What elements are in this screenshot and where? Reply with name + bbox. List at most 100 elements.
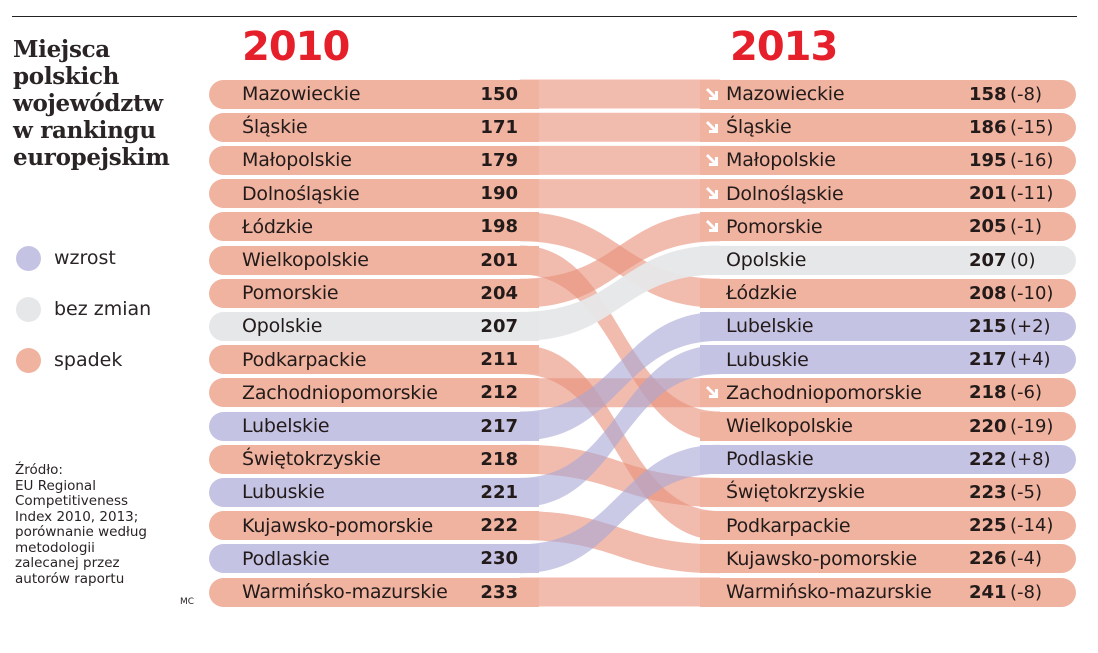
row-2010: Pomorskie 204 [209, 278, 539, 308]
source-line: Competitiveness [15, 493, 129, 509]
rank-change: (+4) [1010, 349, 1051, 371]
rank-2010: 207 [480, 315, 518, 337]
region-name: Podlaskie [242, 547, 330, 570]
rank-2010: 204 [480, 282, 518, 304]
row-2010: Małopolskie 179 [209, 145, 539, 175]
source-line: porównanie według [15, 524, 147, 540]
region-name: Mazowieckie [726, 83, 845, 105]
row-2013: Pomorskie 205 (-1) [700, 212, 1076, 242]
rank-change: (-11) [1010, 183, 1054, 205]
rank-change: (+2) [1010, 315, 1051, 337]
region-name: Łódzkie [242, 215, 313, 238]
rank-2013: 158 [969, 83, 1007, 105]
row-2013: Małopolskie 195 (-16) [700, 145, 1076, 175]
legend-dot-icon [16, 296, 41, 322]
legend-label: bez zmian [54, 298, 152, 320]
title-line: województw [13, 90, 163, 117]
legend-item-wzrost: wzrost [16, 245, 151, 271]
rank-2013: 222 [969, 448, 1007, 470]
rank-2013: 201 [969, 183, 1007, 205]
region-name: Lubuskie [726, 348, 809, 371]
region-name: Lubelskie [242, 415, 330, 437]
row-2013: Świętokrzyskie 223 (-5) [700, 477, 1076, 507]
rank-change: (-14) [1010, 515, 1054, 537]
rank-2010: 201 [480, 249, 518, 271]
rank-change: (+8) [1010, 448, 1051, 470]
row-2010: Mazowieckie 150 [209, 79, 539, 109]
rank-2010: 150 [480, 83, 518, 105]
flow-band [520, 112, 720, 142]
row-2010: Zachodniopomorskie 212 [209, 378, 539, 408]
rank-2013: 208 [969, 282, 1007, 304]
row-2013: Warmińsko-mazurskie 241 (-8) [700, 577, 1076, 607]
flow-band [520, 245, 720, 341]
rank-2010: 190 [480, 183, 518, 205]
rank-2010: 233 [480, 581, 518, 603]
rank-change: (-10) [1010, 282, 1054, 304]
rank-2010: 217 [480, 415, 518, 437]
rank-2013: 220 [969, 415, 1007, 437]
rank-change: (-1) [1010, 216, 1042, 238]
region-name: Pomorskie [726, 215, 823, 238]
region-name: Kujawsko-pomorskie [242, 514, 433, 537]
rank-2010: 218 [480, 448, 518, 470]
row-2013: Podkarpackie 225 (-14) [700, 511, 1076, 541]
rank-2013: 218 [969, 382, 1007, 404]
legend: wzrost bez zmian spadek [16, 245, 151, 398]
rank-2013: 225 [969, 515, 1007, 537]
region-name: Małopolskie [242, 149, 352, 172]
legend-item-spadek: spadek [16, 347, 151, 373]
year-2010-heading: 2010 [242, 24, 350, 70]
source-line: Źródło: [15, 462, 63, 478]
row-2010: Łódzkie 198 [209, 212, 539, 242]
region-name: Pomorskie [242, 282, 339, 305]
source-line: autorów raportu [15, 570, 125, 587]
legend-dot-icon [16, 245, 41, 271]
region-name: Lubuskie [242, 481, 325, 504]
source-line: EU Regional [15, 477, 96, 494]
row-2010: Śląskie 171 [209, 112, 539, 142]
region-name: Zachodniopomorskie [242, 381, 438, 404]
rank-change: (-5) [1010, 481, 1042, 503]
rank-change: (-8) [1010, 83, 1042, 105]
title-line: w rankingu [13, 117, 156, 144]
row-2013: Mazowieckie 158 (-8) [700, 79, 1076, 109]
region-name: Zachodniopomorskie [726, 381, 922, 404]
rank-change: (-6) [1010, 382, 1042, 404]
region-name: Podlaskie [726, 448, 814, 471]
region-name: Lubelskie [726, 315, 814, 338]
region-name: Dolnośląskie [726, 182, 844, 205]
region-name: Opolskie [726, 249, 807, 271]
row-2013: Podlaskie 222 (+8) [700, 444, 1076, 474]
title-line: Miejsca [13, 36, 110, 63]
row-2013: Łódzkie 208 (-10) [700, 278, 1076, 308]
title-line: polskich [13, 63, 120, 90]
legend-dot-icon [16, 347, 41, 373]
flow-band [520, 444, 720, 574]
rank-2013: 207 [969, 249, 1007, 271]
region-name: Wielkopolskie [242, 249, 369, 271]
title-line: europejskim [13, 144, 170, 171]
region-name: Podkarpackie [242, 348, 367, 371]
flow-band [520, 444, 720, 507]
arrow-down-right-icon [706, 386, 718, 399]
rank-change: (-15) [1010, 116, 1054, 138]
row-2013: Wielkopolskie 220 (-19) [700, 411, 1076, 441]
row-2013: Zachodniopomorskie 218 (-6) [700, 378, 1076, 408]
rank-2010: 222 [480, 515, 518, 537]
flow-band [520, 345, 720, 507]
rank-change: (-8) [1010, 581, 1042, 603]
flow-band [520, 179, 720, 209]
arrow-down-right-icon [706, 87, 718, 100]
flow-band [520, 79, 720, 109]
source-line: metodologii [15, 539, 95, 556]
legend-item-bez-zmian: bez zmian [16, 296, 151, 322]
region-name: Świętokrzyskie [726, 481, 865, 504]
year-2013-heading: 2013 [730, 24, 838, 70]
rank-2010: 212 [480, 382, 518, 404]
arrow-down-right-icon [706, 153, 718, 166]
rank-2013: 205 [969, 216, 1007, 238]
arrow-down-right-icon [706, 220, 718, 233]
rank-2010: 230 [480, 548, 518, 570]
